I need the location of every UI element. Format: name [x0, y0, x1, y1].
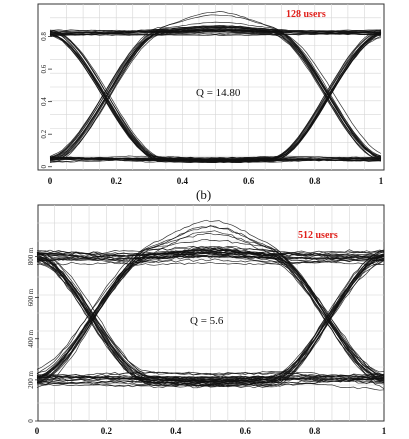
eye-trace [49, 157, 381, 162]
eye-trace [36, 259, 385, 385]
y-tick-label: 400 m [27, 329, 35, 347]
y-tick-label: 0 [27, 419, 35, 423]
x-tick-label: 0.8 [309, 176, 321, 186]
x-tick-label: 0 [48, 176, 53, 186]
x-tick-label: 1 [379, 176, 384, 186]
eye-diagram-128-users: 0 0.2 0.4 0.6 0.8 0 0.2 0.4 0.6 0.8 1 128 users Q… [37, 3, 385, 186]
eye-trace [36, 250, 385, 259]
eye-trace [36, 256, 385, 382]
y-tick-label: 0.2 [40, 129, 48, 138]
eye-trace [49, 31, 382, 161]
eye-trace [36, 260, 385, 381]
eye-trace [36, 371, 385, 381]
eye-trace [49, 155, 382, 160]
x-ticks-bottom: 0 0.2 0.4 0.6 0.8 1 [35, 426, 387, 436]
x-tick-label: 0.4 [177, 176, 189, 186]
users-label-bottom: 512 users [298, 230, 338, 241]
eye-trace [36, 252, 385, 379]
y-tick-label: 600 m [27, 288, 35, 306]
users-label-top: 128 users [286, 9, 326, 20]
y-tick-label: 200 m [27, 370, 35, 388]
eye-trace [36, 252, 385, 376]
q-factor-label-bottom: Q = 5.6 [190, 315, 224, 327]
y-tick-label: 800 m [27, 247, 35, 265]
x-tick-label: 0.2 [101, 426, 113, 436]
eye-trace [36, 255, 385, 389]
x-tick-label: 0.6 [243, 176, 255, 186]
y-ticks-top: 0 0.2 0.4 0.6 0.8 [40, 32, 52, 168]
eye-trace [50, 29, 382, 160]
y-ticks-bottom: 0 200 m 400 m 600 m 800 m [27, 247, 39, 423]
eye-trace [49, 27, 382, 163]
q-factor-label-top: Q = 14.80 [196, 87, 241, 99]
eye-traces-bottom [36, 219, 385, 391]
x-tick-label: 0.8 [309, 426, 321, 436]
x-tick-label: 0.4 [170, 426, 182, 436]
x-tick-label: 0 [35, 426, 40, 436]
eye-trace [49, 35, 382, 159]
x-tick-label: 1 [382, 426, 387, 436]
eye-diagram-512-users: 0 200 m 400 m 600 m 800 m 0 0.2 0.4 0.6 0.8 1 512… [27, 204, 387, 436]
y-tick-label: 0 [40, 164, 48, 168]
eye-trace [49, 31, 382, 36]
eye-trace [36, 256, 385, 388]
eye-trace [49, 32, 382, 160]
y-tick-label: 0.6 [40, 64, 48, 73]
x-tick-label: 0.6 [240, 426, 252, 436]
caption-b: (b) [196, 187, 211, 202]
x-ticks-top: 0 0.2 0.4 0.6 0.8 1 [48, 176, 384, 186]
eye-trace [36, 238, 385, 381]
eye-trace [36, 255, 384, 262]
y-tick-label: 0.8 [40, 32, 48, 41]
x-tick-label: 0.2 [111, 176, 123, 186]
y-tick-label: 0.4 [40, 97, 48, 106]
eye-trace [36, 258, 385, 266]
eye-traces-top [49, 11, 382, 164]
eye-trace [49, 31, 382, 160]
eye-trace [49, 31, 382, 36]
